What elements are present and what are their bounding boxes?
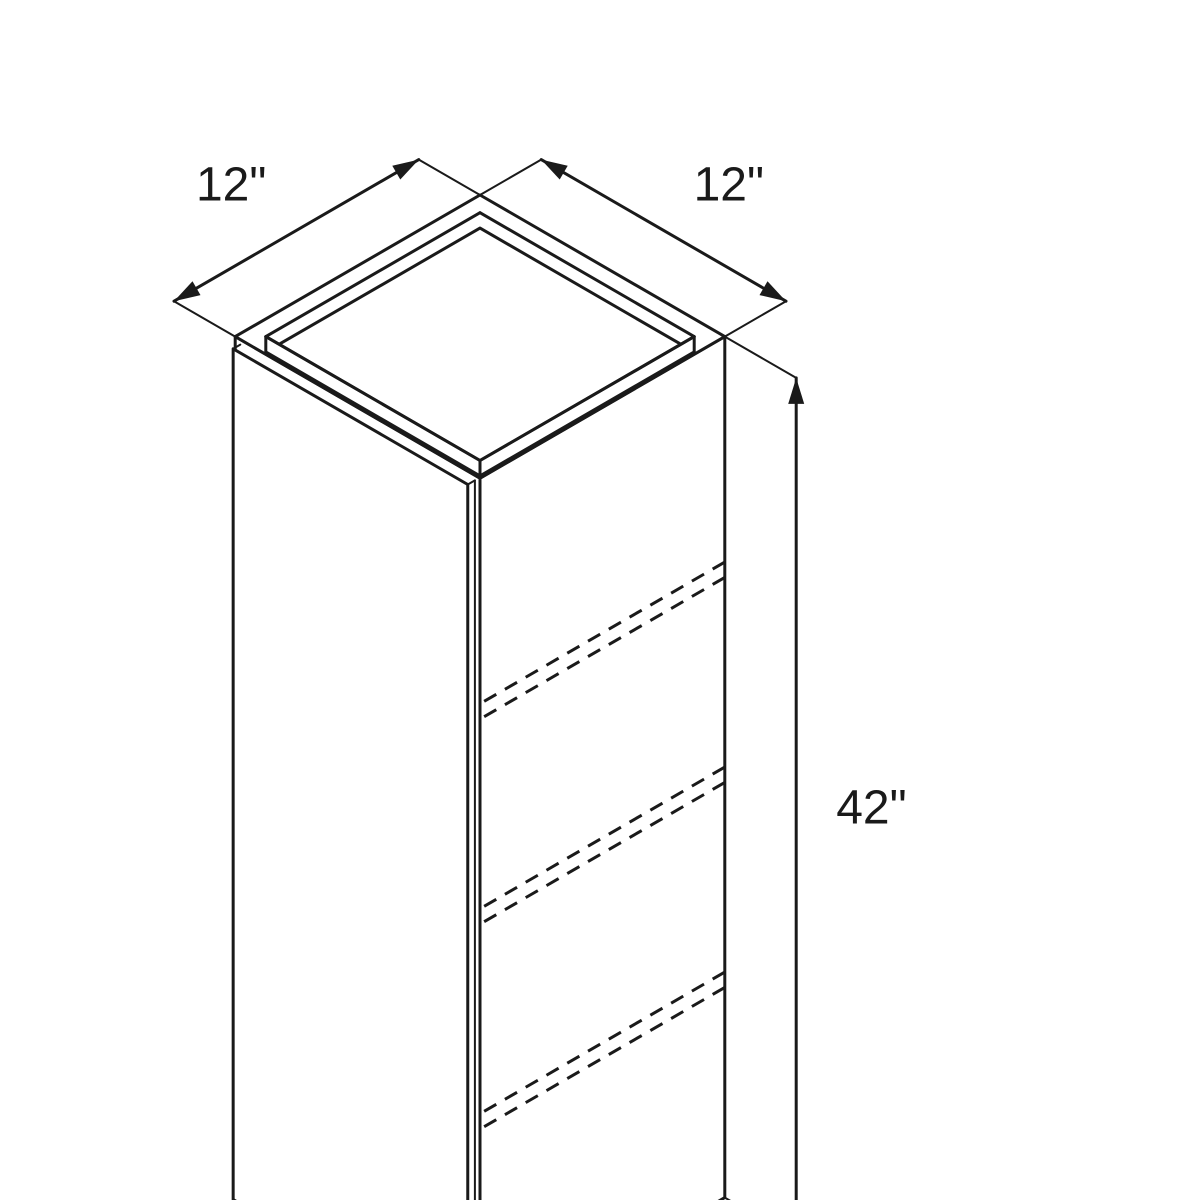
cabinet-isometric-diagram: 12" 12" 42" [0,0,1200,1200]
dim-depth-label: 12" [196,158,266,211]
dim-height-label: 42" [836,781,906,834]
dim-width-label: 12" [694,158,764,211]
cabinet-door [233,349,468,1200]
